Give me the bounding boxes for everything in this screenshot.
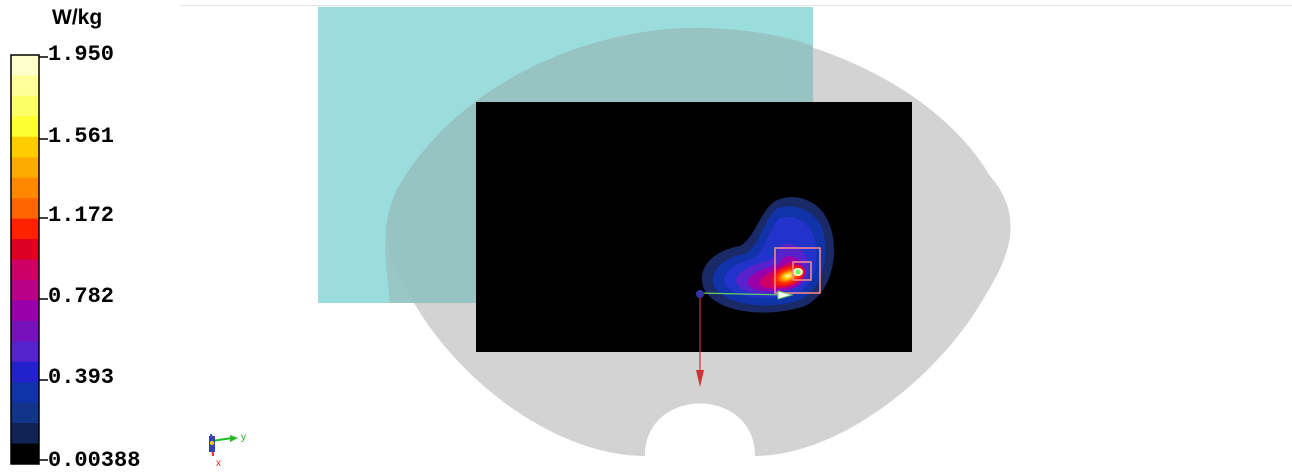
orientation-triad: y x xyxy=(209,432,246,469)
legend-swatch xyxy=(11,239,39,260)
legend-swatch xyxy=(11,300,39,322)
legend-swatch xyxy=(11,177,39,199)
legend-bar xyxy=(10,54,48,465)
origin-axes xyxy=(696,290,794,387)
triad-x-label: x xyxy=(216,458,221,469)
legend-swatch xyxy=(11,157,39,179)
legend-swatch xyxy=(11,382,39,404)
legend-swatch xyxy=(11,259,39,281)
legend-swatch xyxy=(11,320,39,342)
legend-swatch xyxy=(11,341,39,363)
sar-3d-viewport[interactable]: y x xyxy=(180,5,1292,473)
legend-swatch xyxy=(11,116,39,138)
legend-tick-label: 0.782 xyxy=(48,284,115,309)
legend-swatch xyxy=(11,279,39,301)
legend-tick-label: 0.393 xyxy=(48,365,115,390)
triad-y-label: y xyxy=(241,432,246,443)
legend-swatch xyxy=(11,402,39,424)
legend-swatch xyxy=(11,75,39,97)
legend-swatch xyxy=(11,218,39,240)
sar-hotspot xyxy=(701,197,835,313)
scene-canvas[interactable]: y x xyxy=(180,6,1292,473)
legend-swatch xyxy=(11,136,39,158)
legend-tick-label: 1.950 xyxy=(48,42,115,67)
color-legend: W/kg 1.950 1.561 1.172 0.782 0.393 0.003… xyxy=(0,0,180,472)
zoom-scan-box-outer xyxy=(774,247,821,294)
legend-swatch xyxy=(11,361,39,383)
legend-tick-label: 1.172 xyxy=(48,203,115,228)
legend-tick-label: 0.00388 xyxy=(48,448,141,473)
legend-swatch xyxy=(11,55,39,76)
legend-swatch xyxy=(11,198,39,220)
legend-unit: W/kg xyxy=(52,6,103,29)
legend-swatch xyxy=(11,423,39,445)
legend-swatch xyxy=(11,443,39,465)
legend-tick-label: 1.561 xyxy=(48,124,115,149)
legend-swatch xyxy=(11,95,39,117)
area-scan-region xyxy=(476,102,912,352)
zoom-scan-box-inner xyxy=(792,261,812,281)
legend-frame xyxy=(10,54,40,465)
